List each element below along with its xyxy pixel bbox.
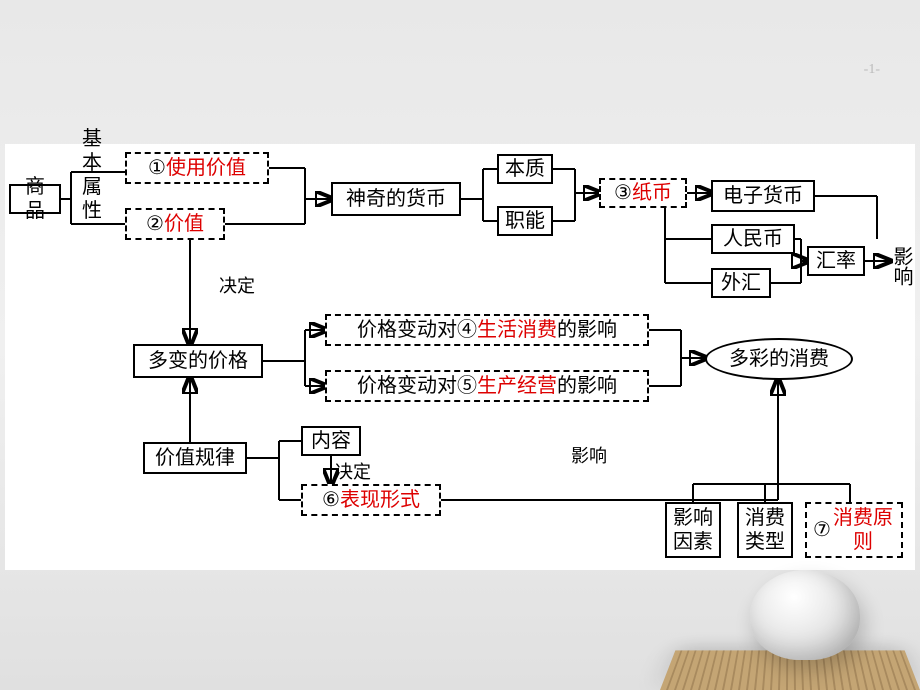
node-ecoin: 电子货币 bbox=[711, 180, 815, 212]
decoration bbox=[620, 550, 920, 690]
node-rate: 汇率 bbox=[807, 246, 865, 276]
node-n7: ⑦消费原则 bbox=[805, 502, 903, 558]
node-n1: ①使用价值 bbox=[125, 152, 269, 184]
node-basic_attr: 基本 属性 bbox=[67, 152, 117, 198]
node-goods: 商品 bbox=[9, 184, 61, 214]
node-n4: 价格变动对④生活消费的影响 bbox=[325, 314, 649, 346]
node-consumption: 多彩的消费 bbox=[705, 338, 853, 380]
node-infl_factor: 影响 因素 bbox=[665, 502, 721, 558]
node-price: 多变的价格 bbox=[133, 344, 263, 378]
node-n2: ②价值 bbox=[125, 208, 225, 240]
bamboo-mat bbox=[660, 650, 920, 690]
node-currency: 神奇的货币 bbox=[331, 182, 461, 216]
label-1: 决定 bbox=[329, 460, 377, 486]
node-influence_v: 影响 bbox=[889, 240, 913, 292]
node-n6: ⑥表现形式 bbox=[301, 484, 441, 516]
node-cons_type: 消费 类型 bbox=[737, 502, 793, 558]
node-rmb: 人民币 bbox=[711, 224, 795, 254]
node-essence: 本质 bbox=[497, 154, 553, 184]
page-number: -1- bbox=[864, 62, 880, 78]
node-value_law: 价值规律 bbox=[143, 442, 247, 474]
diagram: 商品基本 属性①使用价值②价值神奇的货币本质职能③纸币电子货币人民币外汇汇率影响… bbox=[5, 144, 915, 570]
node-n3: ③纸币 bbox=[599, 178, 687, 208]
label-0: 决定 bbox=[213, 274, 261, 300]
vase bbox=[750, 570, 860, 660]
node-function: 职能 bbox=[497, 206, 553, 236]
node-content: 内容 bbox=[301, 426, 361, 456]
node-n5: 价格变动对⑤生产经营的影响 bbox=[325, 370, 649, 402]
label-2: 影响 bbox=[565, 444, 613, 470]
node-forex: 外汇 bbox=[711, 268, 771, 298]
